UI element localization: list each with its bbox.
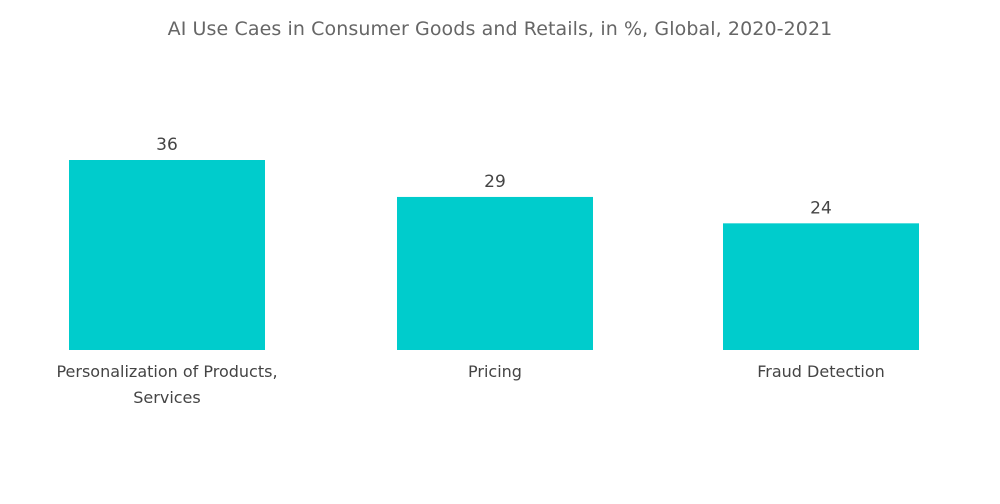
category-label-0-0: Personalization of Products, bbox=[56, 362, 277, 381]
category-label-2-0: Fraud Detection bbox=[757, 362, 885, 381]
labels-layer: 36 Personalization of Products, Services 29… bbox=[56, 135, 884, 407]
value-label-1: 29 bbox=[484, 172, 506, 192]
value-label-2: 24 bbox=[810, 198, 832, 218]
bar-1 bbox=[397, 196, 593, 350]
bars-layer bbox=[69, 160, 919, 350]
category-label-0-1: Services bbox=[133, 388, 200, 407]
value-label-0: 36 bbox=[156, 135, 178, 155]
chart-title: AI Use Caes in Consumer Goods and Retail… bbox=[167, 18, 833, 40]
category-label-1-0: Pricing bbox=[468, 362, 522, 381]
bar-2 bbox=[723, 223, 919, 350]
bar-0 bbox=[69, 160, 265, 350]
